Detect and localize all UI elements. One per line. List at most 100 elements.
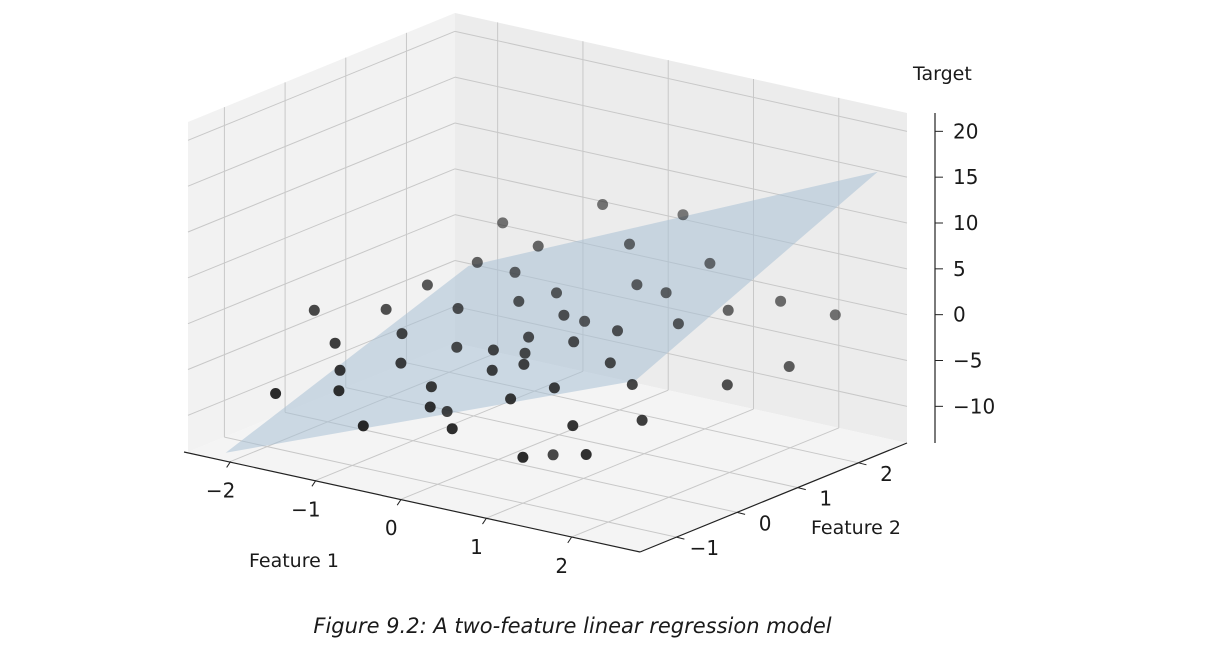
data-point xyxy=(441,406,453,417)
data-point xyxy=(308,304,320,316)
x-tick-label: 0 xyxy=(385,516,398,540)
data-point xyxy=(547,449,559,461)
data-point xyxy=(509,266,521,278)
data-point xyxy=(333,385,345,397)
grid-back-z xyxy=(454,30,908,132)
data-point xyxy=(597,199,609,210)
data-point xyxy=(548,382,560,394)
data-point xyxy=(672,318,684,330)
x-tick-mark xyxy=(567,536,573,544)
data-point xyxy=(722,304,734,316)
data-point xyxy=(660,287,672,299)
data-point xyxy=(270,388,282,399)
data-point xyxy=(518,358,530,370)
z-tick-label: −10 xyxy=(953,394,995,418)
x-tick-label: 1 xyxy=(470,535,483,559)
z-tick-label: 5 xyxy=(953,257,966,281)
data-point xyxy=(568,336,580,348)
grid-left-z xyxy=(187,122,456,233)
grid-floor-y xyxy=(224,436,677,538)
data-point xyxy=(704,257,716,269)
x-axis-line xyxy=(183,451,641,553)
x-tick-label: −2 xyxy=(206,478,235,502)
z-tick-label: 20 xyxy=(953,119,978,143)
data-point xyxy=(558,309,570,321)
z-tick-label: 10 xyxy=(953,211,978,235)
data-point xyxy=(505,393,517,405)
data-point xyxy=(486,364,498,376)
axes xyxy=(183,113,943,553)
x-tick-mark xyxy=(396,498,402,506)
data-point xyxy=(604,357,616,369)
data-point xyxy=(579,315,591,327)
data-point xyxy=(421,279,433,291)
data-point xyxy=(395,357,407,369)
x-tick-label: −1 xyxy=(291,497,320,521)
data-point xyxy=(532,240,544,252)
data-point xyxy=(626,379,638,390)
data-point xyxy=(580,449,592,460)
data-point xyxy=(471,256,483,268)
data-point xyxy=(334,364,346,376)
regression-plane xyxy=(225,171,878,453)
data-point xyxy=(446,423,458,435)
grid-back-z xyxy=(454,76,908,178)
y-tick-label: 0 xyxy=(759,511,772,535)
data-point xyxy=(380,303,392,315)
data-point xyxy=(523,331,535,343)
data-point xyxy=(783,361,795,372)
data-point xyxy=(357,420,369,432)
data-point xyxy=(624,238,635,250)
grid-left-z xyxy=(187,168,456,279)
y-tick-mark xyxy=(676,536,685,540)
grid-floor-x xyxy=(486,408,754,519)
data-point xyxy=(497,217,509,229)
data-point xyxy=(631,279,643,291)
data-point xyxy=(452,303,464,314)
grid-left-z xyxy=(187,76,456,187)
data-point xyxy=(551,287,562,299)
data-point xyxy=(829,309,841,321)
grid-left-z xyxy=(187,214,456,325)
grid-floor-x xyxy=(571,427,839,538)
grid-left-z xyxy=(187,260,456,370)
data-point xyxy=(424,401,436,413)
data-point xyxy=(396,328,408,340)
y-tick-label: 1 xyxy=(819,487,832,511)
data-point xyxy=(513,295,525,307)
y-axis-line xyxy=(639,442,908,553)
data-point xyxy=(567,420,579,432)
x-tick-mark xyxy=(311,480,317,487)
y-tick-mark xyxy=(736,511,746,515)
data-point xyxy=(636,414,648,426)
y-tick-mark xyxy=(797,487,806,491)
y-axis-label: Feature 2 xyxy=(811,517,901,539)
grid-left-z xyxy=(187,30,456,141)
data-point xyxy=(329,337,341,349)
z-axis-label: Target xyxy=(912,63,972,85)
y-tick-label: 2 xyxy=(880,462,893,486)
data-point xyxy=(451,341,463,353)
data-point xyxy=(721,379,733,391)
x-tick-label: 2 xyxy=(555,554,568,578)
data-point xyxy=(425,381,437,393)
data-point xyxy=(517,451,529,463)
z-tick-label: −5 xyxy=(953,349,982,373)
data-point xyxy=(612,325,623,337)
data-point xyxy=(677,209,689,221)
x-axis-label: Feature 1 xyxy=(249,550,339,572)
z-tick-label: 0 xyxy=(953,303,966,327)
data-point xyxy=(775,295,787,307)
x-tick-mark xyxy=(226,461,232,468)
data-point xyxy=(519,347,531,359)
figure-caption: Figure 9.2: A two-feature linear regress… xyxy=(313,614,832,638)
y-tick-mark xyxy=(858,462,867,466)
data-point xyxy=(487,344,499,356)
grid-floor-x xyxy=(401,389,669,500)
x-tick-mark xyxy=(482,517,487,525)
y-tick-label: −1 xyxy=(690,536,719,560)
z-tick-label: 15 xyxy=(953,165,978,189)
data-points xyxy=(270,199,841,463)
